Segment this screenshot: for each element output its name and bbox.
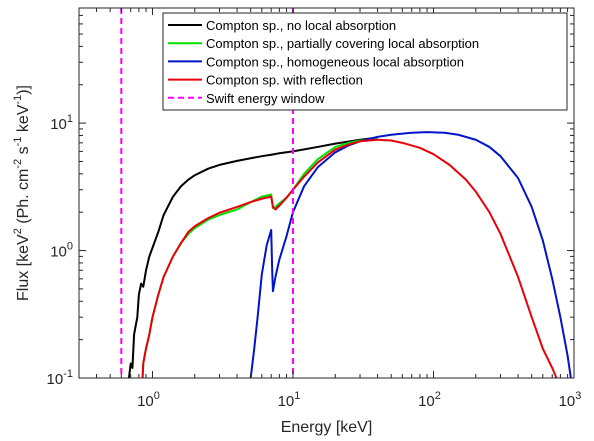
y-axis-title: Flux [keV2 (Ph. cm-2 s-1 keV-1)]: [12, 85, 32, 301]
legend-box: [162, 12, 568, 111]
series-0-line: [127, 136, 378, 378]
y-tick-label-2: 101: [50, 113, 73, 133]
legend: Compton sp., no local absorption Compton …: [162, 12, 568, 111]
series-layer: [120, 8, 572, 378]
x-tick-label-0: 100: [137, 390, 160, 410]
legend-label-2: Compton sp., homogeneous local absorptio…: [206, 54, 464, 69]
x-axis-title: Energy [keV]: [281, 419, 373, 436]
y-tick-label-1: 100: [50, 241, 73, 261]
legend-label-0: Compton sp., no local absorption: [206, 18, 396, 33]
legend-label-4: Swift energy window: [206, 91, 325, 106]
x-tick-label-3: 103: [559, 390, 582, 410]
x-tick-label-2: 102: [418, 390, 441, 410]
legend-label-3: Compton sp. with reflection: [206, 73, 363, 88]
plot-frame: [78, 7, 575, 379]
x-tick-label-1: 101: [278, 390, 301, 410]
series-3-line: [141, 138, 558, 378]
y-tick-label-0: 10-1: [47, 368, 73, 388]
legend-label-1: Compton sp., partially covering local ab…: [206, 36, 479, 51]
